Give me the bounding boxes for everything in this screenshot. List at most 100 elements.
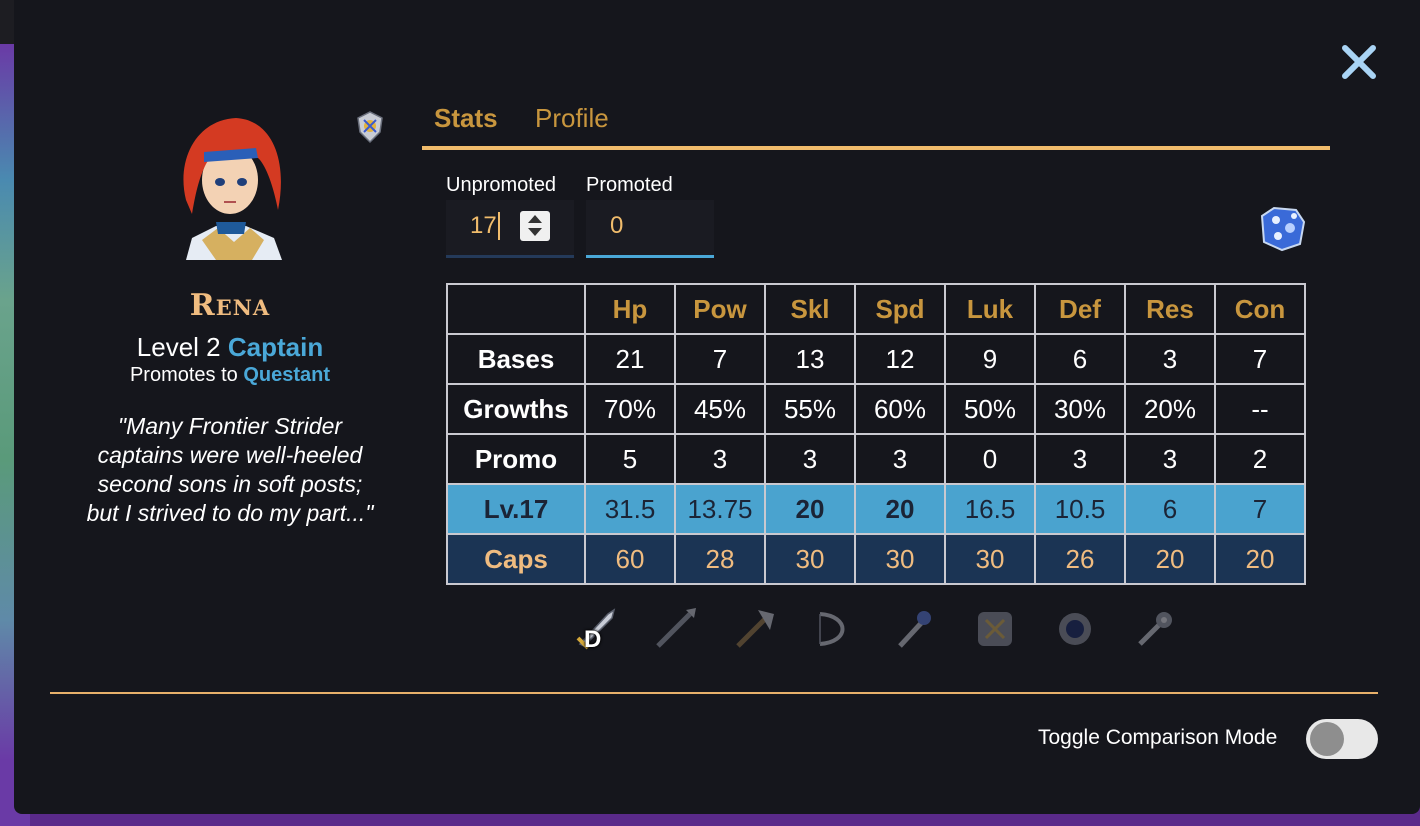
- light-icon[interactable]: [1130, 604, 1180, 654]
- stat-cell: 50%: [944, 383, 1036, 435]
- stat-cell: 30%: [1034, 383, 1126, 435]
- stat-cell: 12: [854, 333, 946, 385]
- stat-cell: 70%: [584, 383, 676, 435]
- stat-cell: 60: [584, 533, 676, 585]
- comparison-mode-toggle[interactable]: [1306, 719, 1378, 759]
- stats-table: Hp Pow Skl Spd Luk Def Res Con Bases 21 …: [446, 283, 1306, 585]
- stat-cell: 10.5: [1034, 483, 1126, 535]
- stat-cell: 20: [1214, 533, 1306, 585]
- unpromoted-level-value: 17: [470, 212, 497, 239]
- row-label-caps: Caps: [446, 533, 586, 585]
- tab-profile[interactable]: Profile: [535, 103, 609, 133]
- col-luk: Luk: [944, 283, 1036, 335]
- stat-cell: 7: [1214, 333, 1306, 385]
- anima-icon[interactable]: [970, 604, 1020, 654]
- bow-icon[interactable]: [810, 604, 860, 654]
- crest-icon: [354, 110, 386, 146]
- stat-cell: 3: [1034, 433, 1126, 485]
- gem-icon[interactable]: [1256, 202, 1308, 254]
- stat-cell: 20%: [1124, 383, 1216, 435]
- col-def: Def: [1034, 283, 1126, 335]
- sword-icon[interactable]: D: [570, 604, 620, 654]
- stat-cell: 2: [1214, 433, 1306, 485]
- stat-cell: 5: [584, 433, 676, 485]
- character-portrait: [156, 110, 306, 260]
- stat-cell: 26: [1034, 533, 1126, 585]
- stat-cell: 6: [1034, 333, 1126, 385]
- lance-icon[interactable]: [650, 604, 700, 654]
- col-skl: Skl: [764, 283, 856, 335]
- unpromoted-level-input[interactable]: 17: [446, 200, 574, 258]
- stat-cell: 3: [1124, 433, 1216, 485]
- level-text: Level 2: [136, 332, 221, 362]
- stat-cell: 30: [944, 533, 1036, 585]
- stat-cell: 16.5: [944, 483, 1036, 535]
- stat-cell: 9: [944, 333, 1036, 385]
- col-con: Con: [1214, 283, 1306, 335]
- class-link[interactable]: Captain: [227, 332, 324, 362]
- stat-cell-capped: 20: [854, 483, 946, 535]
- unit-name: Rena: [189, 288, 271, 323]
- promoted-level-value: 0: [610, 212, 624, 239]
- staff-icon[interactable]: [890, 604, 940, 654]
- comparison-mode-label: Toggle Comparison Mode: [1038, 726, 1278, 749]
- stat-cell: 3: [1124, 333, 1216, 385]
- stat-cell: 45%: [674, 383, 766, 435]
- axe-icon[interactable]: [730, 604, 780, 654]
- stat-cell: 30: [854, 533, 946, 585]
- stat-cell: 20: [1124, 533, 1216, 585]
- promotes-to-text: Promotes to: [129, 364, 238, 386]
- unit-level-class: Level 2 Captain: [74, 332, 386, 363]
- stats-header-row: Hp Pow Skl Spd Luk Def Res Con: [446, 283, 1306, 335]
- col-hp: Hp: [584, 283, 676, 335]
- stat-cell: 60%: [854, 383, 946, 435]
- stat-cell: 0: [944, 433, 1036, 485]
- row-label-growths: Growths: [446, 383, 586, 435]
- unit-quote: "Many Frontier Strider captains were wel…: [86, 413, 374, 526]
- stat-cell: 31.5: [584, 483, 676, 535]
- stat-cell: --: [1214, 383, 1306, 435]
- stat-cell: 3: [854, 433, 946, 485]
- level-stepper[interactable]: [520, 211, 550, 241]
- row-label-bases: Bases: [446, 333, 586, 385]
- stat-cell: 30: [764, 533, 856, 585]
- col-pow: Pow: [674, 283, 766, 335]
- stat-cell: 7: [674, 333, 766, 385]
- promo-row: Promo 5 3 3 3 0 3 3 2: [446, 433, 1306, 485]
- tab-bar: Stats Profile: [422, 100, 1330, 150]
- row-label-promo: Promo: [446, 433, 586, 485]
- stepper-up-icon[interactable]: [528, 215, 542, 223]
- col-res: Res: [1124, 283, 1216, 335]
- stepper-down-icon[interactable]: [528, 228, 542, 236]
- stat-cell-capped: 20: [764, 483, 856, 535]
- bases-row: Bases 21 7 13 12 9 6 3 7: [446, 333, 1306, 385]
- col-spd: Spd: [854, 283, 946, 335]
- stat-cell: 6: [1124, 483, 1216, 535]
- caps-row: Caps 60 28 30 30 30 26 20 20: [446, 533, 1306, 585]
- promotes-to-line: Promotes to Questant: [74, 364, 386, 387]
- text-cursor: [498, 212, 500, 240]
- stat-cell: 21: [584, 333, 676, 385]
- close-icon[interactable]: [1337, 40, 1381, 84]
- row-label-level: Lv.17: [446, 483, 586, 535]
- tab-stats[interactable]: Stats: [434, 103, 498, 133]
- stat-cell: 13.75: [674, 483, 766, 535]
- unpromoted-label: Unpromoted: [446, 174, 557, 196]
- stat-cell: 28: [674, 533, 766, 585]
- stat-cell: 7: [1214, 483, 1306, 535]
- promotion-class-link[interactable]: Questant: [243, 364, 331, 386]
- stat-cell: 3: [674, 433, 766, 485]
- corner-cell: [446, 283, 586, 335]
- stat-cell: 3: [764, 433, 856, 485]
- level-stats-row: Lv.17 31.5 13.75 20 20 16.5 10.5 6 7: [446, 483, 1306, 535]
- promoted-level-input[interactable]: 0: [586, 200, 714, 258]
- toggle-knob[interactable]: [1310, 722, 1344, 756]
- stat-cell: 55%: [764, 383, 856, 435]
- dark-icon[interactable]: [1050, 604, 1100, 654]
- sword-rank: D: [584, 626, 602, 653]
- promoted-label: Promoted: [586, 174, 673, 196]
- unit-modal: Rena Level 2 Captain Promotes to Questan…: [14, 0, 1420, 814]
- growths-row: Growths 70% 45% 55% 60% 50% 30% 20% --: [446, 383, 1306, 435]
- stat-cell: 13: [764, 333, 856, 385]
- footer-divider: [50, 692, 1378, 694]
